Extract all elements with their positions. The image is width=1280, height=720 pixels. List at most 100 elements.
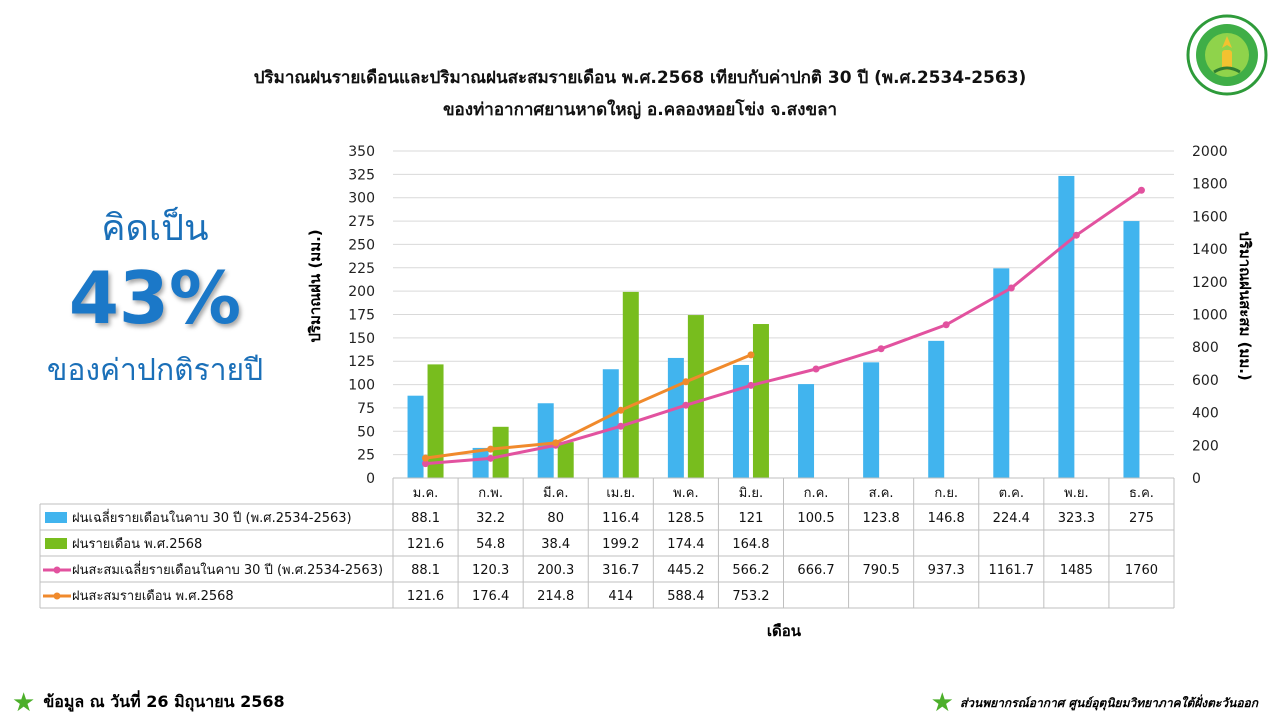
bar [732,364,749,478]
data-label: 128.5 [667,511,704,526]
bar [602,369,619,478]
y2-tick-label: 200 [1192,438,1219,454]
agency-footer: ★ ส่วนพยากรณ์อากาศ ศูนย์อุตุนิยมวิทยาภาค… [930,688,1258,718]
x-axis-title: เดือน [767,622,802,640]
bar [928,340,945,478]
x-tick-label: ม.ค. [413,486,439,501]
x-tick-label: ก.ย. [934,486,958,501]
x-tick-label: พ.ย. [1064,486,1088,501]
bar [622,291,639,478]
data-label: 121 [739,511,764,526]
y2-axis-title: ปริมาณฝนสะสม (มม.) [1236,231,1254,381]
line-point [617,422,625,430]
bars [407,175,1140,479]
data-label: 123.8 [863,511,900,526]
line-point [422,460,430,468]
summary-head-text: คิดเป็น [101,208,209,249]
line-point [552,439,560,447]
legend-label: ฝนสะสมเฉลี่ยรายเดือนในคาบ 30 ปี (พ.ศ.253… [72,561,383,578]
data-label: 588.4 [667,589,704,604]
x-tick-label: ต.ค. [999,486,1024,501]
data-label: 121.6 [407,537,444,552]
y2-tick-label: 400 [1192,406,1219,422]
bar [1058,175,1075,478]
data-label: 38.4 [541,537,570,552]
line-point [1007,284,1015,292]
y2-tick-label: 800 [1192,340,1219,356]
line-point [487,454,495,462]
data-label: 164.8 [732,537,769,552]
bar [798,384,815,478]
data-label: 54.8 [476,537,505,552]
meteorological-department-logo [1186,14,1268,96]
percent-of-normal-summary: คิดเป็น 43% ของค่าปกติรายปี [20,205,290,393]
y-tick-label: 175 [348,308,375,324]
y-tick-label: 50 [357,424,375,440]
y-tick-label: 325 [348,167,375,183]
legend-swatch [45,538,67,549]
x-tick-label: มิ.ย. [739,486,763,501]
line-point [682,401,690,409]
data-label: 88.1 [411,563,440,578]
y-tick-label: 225 [348,261,375,277]
data-label: 790.5 [863,563,900,578]
legend-label: ฝนรายเดือน พ.ศ.2568 [72,536,202,552]
bar [752,324,769,478]
data-label: 1161.7 [989,563,1035,578]
y-tick-label: 350 [348,144,375,160]
legend-swatch [53,566,61,574]
x-tick-label: ธ.ค. [1129,486,1154,501]
x-tick-label: มี.ค. [543,485,569,501]
line-point [1072,231,1080,239]
summary-percent-value: 43% [68,256,242,340]
data-label: 414 [608,589,633,604]
y-tick-label: 200 [348,284,375,300]
y2-tick-label: 1600 [1192,209,1228,225]
bar [993,268,1010,478]
agency-text: ส่วนพยากรณ์อากาศ ศูนย์อุตุนิยมวิทยาภาคใต… [959,695,1258,710]
line-point [1137,186,1145,194]
data-label: 1485 [1060,563,1093,578]
data-label: 275 [1129,511,1154,526]
bar [557,442,574,478]
data-label: 174.4 [667,537,704,552]
bar [492,426,509,478]
data-label: 666.7 [797,563,834,578]
data-label: 120.3 [472,563,509,578]
data-label: 224.4 [993,511,1030,526]
legend-swatch [53,592,61,600]
bar [537,403,554,478]
data-label: 445.2 [667,563,704,578]
legend-swatch [45,512,67,523]
bar [1123,221,1140,479]
legend-label: ฝนสะสมรายเดือน พ.ศ.2568 [72,588,234,604]
summary-foot-text: ของค่าปกติรายปี [46,353,264,388]
line-point [877,345,885,353]
y2-tick-label: 600 [1192,373,1219,389]
y-axis-title: ปริมาณฝน (มม.) [306,229,324,342]
data-label: 323.3 [1058,511,1095,526]
axis-ticks: 0 25 50 75 100 125 150 175 200 225 250 275 300 325 350… [348,144,1227,487]
y2-tick-label: 0 [1192,471,1201,487]
line-point [812,365,820,373]
bar [687,315,704,478]
bar [407,395,424,478]
y-tick-label: 300 [348,191,375,207]
legend-label: ฝนเฉลี่ยรายเดือนในคาบ 30 ปี (พ.ศ.2534-25… [72,509,352,526]
series-line [425,189,1143,466]
y2-tick-label: 1000 [1192,308,1228,324]
lines [422,186,1145,468]
series-line [425,353,752,460]
line-point [422,454,430,462]
data-table: ม.ค. ก.พ. มี.ค. เม.ย. พ.ค. มิ.ย. ก.ค. ส.ค. ก.ย. ต… [39,477,1175,609]
star-icon: ★ [930,688,954,718]
data-label: 176.4 [472,589,509,604]
data-label: 200.3 [537,563,574,578]
line-point [747,381,755,389]
y-tick-label: 25 [357,448,375,464]
data-label: 1760 [1125,563,1158,578]
y-tick-label: 250 [348,237,375,253]
star-icon: ★ [12,687,36,718]
y2-tick-label: 1400 [1192,242,1228,258]
